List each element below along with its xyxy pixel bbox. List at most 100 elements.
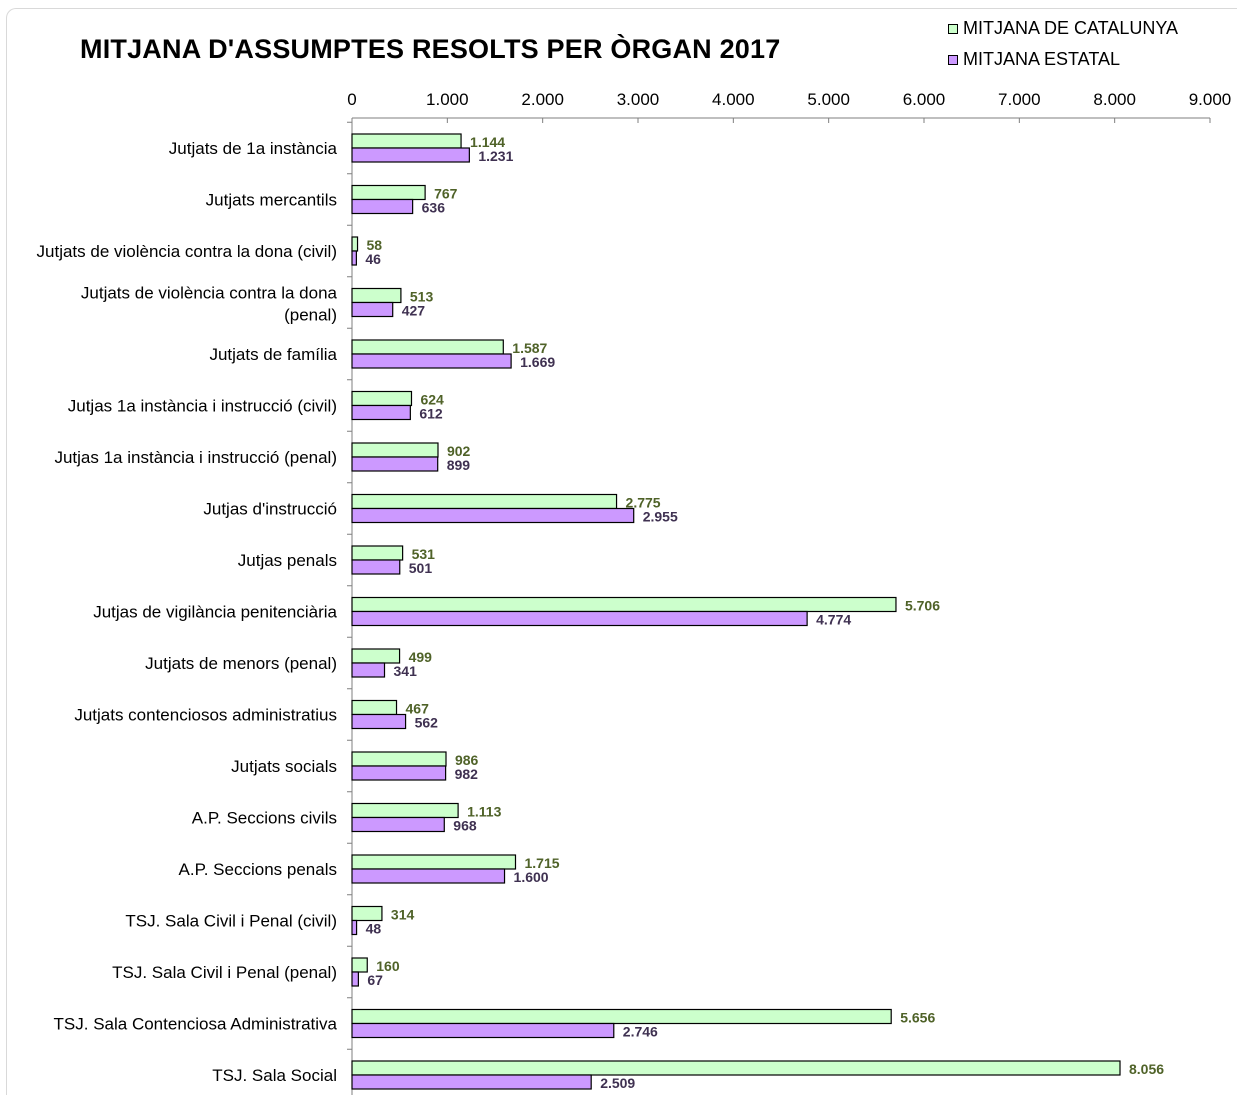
data-label-estatal-10: 341 xyxy=(394,663,418,679)
category-label-7: Jutjas d'instrucció xyxy=(203,500,337,519)
data-label-estatal-4: 1.669 xyxy=(520,354,555,370)
legend-entry-estatal: MITJANA ESTATAL xyxy=(948,49,1120,70)
bar-estatal-0 xyxy=(351,147,470,163)
category-label-10: Jutjats de menors (penal) xyxy=(145,654,337,673)
bar-estatal-15 xyxy=(351,919,358,936)
bar-catalunya-8 xyxy=(351,545,404,561)
data-label-catalunya-17: 5.656 xyxy=(900,1010,935,1026)
x-tick-label-3: 3.000 xyxy=(617,90,660,109)
bar-catalunya-10 xyxy=(351,648,401,664)
x-tick-label-7: 7.000 xyxy=(998,90,1041,109)
category-label-12: Jutjats socials xyxy=(231,757,337,776)
bar-estatal-3 xyxy=(351,301,394,318)
data-label-estatal-11: 562 xyxy=(415,715,439,731)
bar-estatal-9 xyxy=(351,610,808,627)
legend-swatch-estatal xyxy=(948,54,958,65)
bar-catalunya-7 xyxy=(351,493,618,510)
category-label-18: TSJ. Sala Social xyxy=(212,1066,337,1085)
category-label-1: Jutjats mercantils xyxy=(206,191,337,210)
data-label-estatal-2: 46 xyxy=(365,251,381,267)
x-tick-label-6: 6.000 xyxy=(903,90,946,109)
data-label-catalunya-0: 1.144 xyxy=(470,134,505,150)
data-label-catalunya-12: 986 xyxy=(455,752,479,768)
bar-estatal-17 xyxy=(351,1022,615,1039)
data-label-estatal-15: 48 xyxy=(366,921,382,937)
bar-catalunya-11 xyxy=(351,699,398,716)
bar-estatal-1 xyxy=(351,198,414,215)
data-label-estatal-8: 501 xyxy=(409,560,433,576)
data-label-estatal-17: 2.746 xyxy=(623,1024,658,1040)
data-label-catalunya-1: 767 xyxy=(434,186,458,202)
data-label-catalunya-9: 5.706 xyxy=(905,598,940,614)
category-label-4: Jutjats de família xyxy=(209,345,337,364)
bar-catalunya-9 xyxy=(351,596,897,613)
x-tick-label-1: 1.000 xyxy=(426,90,469,109)
bar-catalunya-5 xyxy=(351,390,413,407)
data-label-estatal-6: 899 xyxy=(447,457,471,473)
category-label-0: Jutjats de 1a instància xyxy=(169,139,338,158)
bar-catalunya-3 xyxy=(351,287,402,304)
data-label-catalunya-15: 314 xyxy=(391,907,415,923)
data-label-catalunya-4: 1.587 xyxy=(512,340,547,356)
bar-estatal-11 xyxy=(351,713,407,730)
data-label-catalunya-16: 160 xyxy=(376,958,400,974)
data-label-catalunya-3: 513 xyxy=(410,289,434,305)
legend-swatch-catalunya xyxy=(948,23,958,34)
bar-catalunya-18 xyxy=(351,1060,1121,1076)
data-label-catalunya-10: 499 xyxy=(409,649,433,665)
data-label-estatal-7: 2.955 xyxy=(643,509,678,525)
bar-catalunya-16 xyxy=(351,957,368,973)
data-label-catalunya-14: 1.715 xyxy=(524,855,559,871)
bar-estatal-13 xyxy=(351,816,445,833)
x-tick-label-8: 8.000 xyxy=(1093,90,1136,109)
data-label-estatal-16: 67 xyxy=(367,972,383,988)
category-label-9: Jutjas de vigilància penitenciària xyxy=(93,603,337,622)
data-label-estatal-18: 2.509 xyxy=(600,1075,635,1091)
data-label-estatal-1: 636 xyxy=(422,200,446,216)
bar-catalunya-0 xyxy=(351,133,462,149)
category-label-3: Jutjats de violència contra la dona (pena… xyxy=(81,284,338,325)
data-label-catalunya-5: 624 xyxy=(420,392,444,408)
x-tick-label-9: 9.000 xyxy=(1189,90,1232,109)
category-label-15: TSJ. Sala Civil i Penal (civil) xyxy=(125,912,337,931)
x-tick-label-0: 0 xyxy=(347,90,356,109)
data-label-catalunya-6: 902 xyxy=(447,443,471,459)
bar-estatal-12 xyxy=(351,765,447,781)
bar-estatal-6 xyxy=(351,456,439,472)
bar-catalunya-4 xyxy=(351,339,504,355)
bar-catalunya-2 xyxy=(351,236,359,252)
data-label-estatal-12: 982 xyxy=(455,766,479,782)
bar-catalunya-17 xyxy=(351,1008,892,1025)
category-label-line: (penal) xyxy=(284,306,337,325)
bar-catalunya-6 xyxy=(351,442,439,458)
bar-catalunya-15 xyxy=(351,905,383,922)
category-label-13: A.P. Seccions civils xyxy=(192,809,337,828)
category-label-2: Jutjats de violència contra la dona (civ… xyxy=(37,242,337,261)
bar-estatal-10 xyxy=(351,662,386,678)
category-label-11: Jutjats contenciosos administratius xyxy=(74,706,337,725)
bar-catalunya-1 xyxy=(351,184,426,201)
category-label-16: TSJ. Sala Civil i Penal (penal) xyxy=(112,963,337,982)
category-label-17: TSJ. Sala Contenciosa Administrativa xyxy=(54,1015,338,1034)
category-label-8: Jutjas penals xyxy=(238,551,337,570)
bar-estatal-2 xyxy=(351,250,357,266)
data-label-catalunya-11: 467 xyxy=(406,701,430,717)
data-label-catalunya-18: 8.056 xyxy=(1129,1061,1164,1077)
bar-catalunya-13 xyxy=(351,802,459,819)
x-tick-label-4: 4.000 xyxy=(712,90,755,109)
data-label-estatal-0: 1.231 xyxy=(478,148,513,164)
bar-estatal-18 xyxy=(351,1074,592,1090)
bar-catalunya-12 xyxy=(351,751,447,767)
data-label-catalunya-7: 2.775 xyxy=(626,495,661,511)
x-tick-label-2: 2.000 xyxy=(521,90,564,109)
bar-estatal-14 xyxy=(351,868,506,884)
bar-estatal-7 xyxy=(351,507,635,524)
data-label-estatal-5: 612 xyxy=(419,406,443,422)
bar-estatal-16 xyxy=(351,971,359,987)
x-tick-label-5: 5.000 xyxy=(807,90,850,109)
legend-entry-catalunya: MITJANA DE CATALUNYA xyxy=(948,18,1178,39)
bar-catalunya-14 xyxy=(351,854,517,870)
bar-estatal-8 xyxy=(351,559,401,575)
